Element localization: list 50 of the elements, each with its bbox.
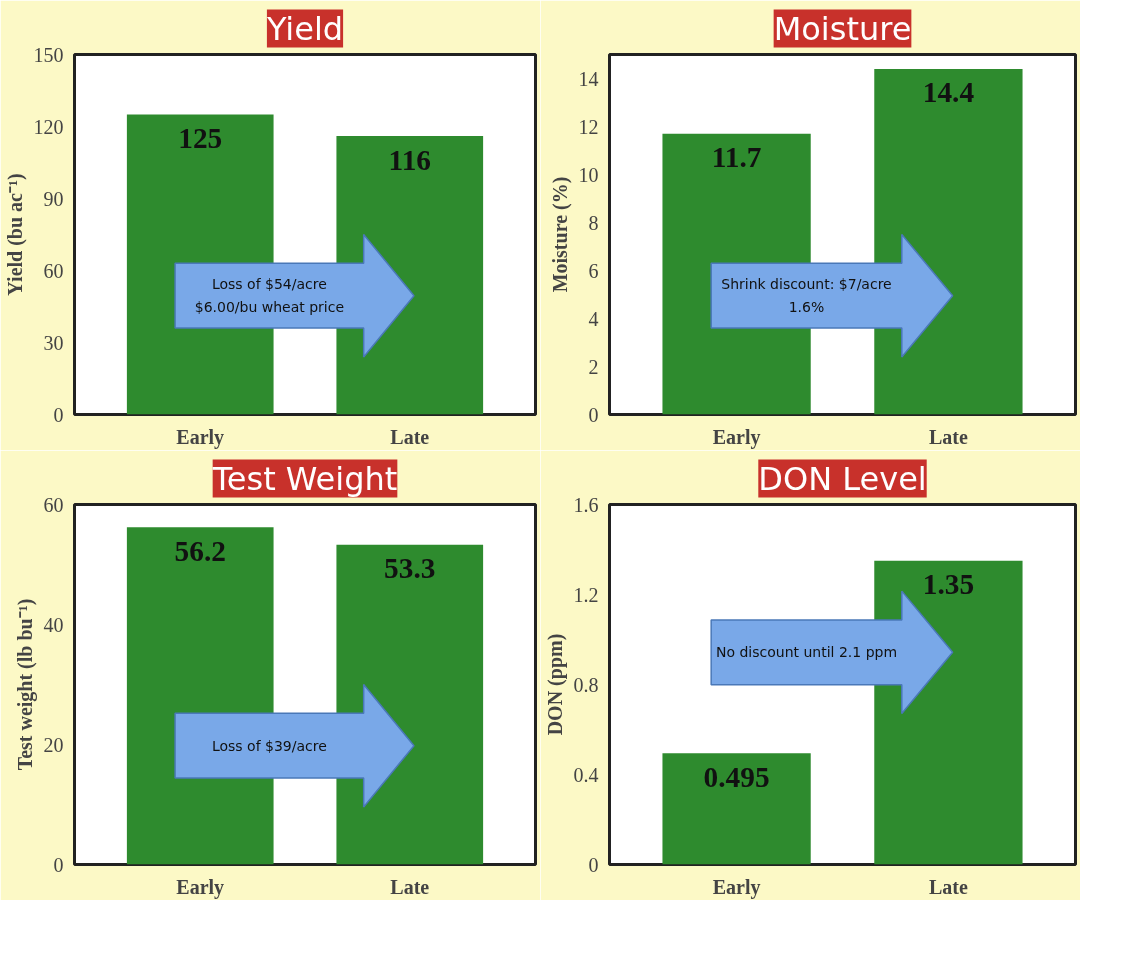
annotation: Loss of $39/acre <box>211 737 327 754</box>
y-tick-label: 0 <box>588 403 599 426</box>
x-tick-label: Late <box>928 875 968 898</box>
y-tick-label: 0 <box>53 853 64 876</box>
x-tick-label: Early <box>712 425 761 449</box>
y-tick-label: 30 <box>43 331 64 354</box>
data-label: 0.495 <box>703 760 770 793</box>
data-label: 125 <box>178 121 223 154</box>
y-tick-label: 90 <box>43 187 64 210</box>
y-tick-label: 0.8 <box>573 673 599 696</box>
annotation: No discount until 2.1 ppm <box>715 644 898 661</box>
y-tick-label: 0 <box>53 403 64 426</box>
x-tick-label: Late <box>390 875 430 898</box>
y-tick-label: 40 <box>43 613 64 636</box>
data-label: 53.3 <box>384 552 436 585</box>
data-label: 1.35 <box>922 568 975 601</box>
y-axis-title: Test weight (lb bu⁻¹) <box>13 598 37 771</box>
data-label: 56.2 <box>174 534 226 567</box>
y-tick-label: 2 <box>588 355 599 378</box>
x-tick-label: Early <box>176 425 225 449</box>
y-tick-label: 60 <box>43 259 64 282</box>
data-label: 14.4 <box>922 76 975 109</box>
y-tick-label: 1.6 <box>573 493 599 516</box>
chart-title: Moisture <box>773 9 912 48</box>
y-axis-title: Moisture (%) <box>548 176 572 293</box>
y-tick-label: 8 <box>588 211 599 234</box>
x-tick-label: Late <box>928 425 968 448</box>
y-tick-label: 1.2 <box>573 583 599 606</box>
y-tick-label: 10 <box>578 163 599 186</box>
y-tick-label: 12 <box>578 115 599 138</box>
chart-title: DON Level <box>758 459 927 498</box>
chart-title: Yield <box>265 9 344 48</box>
y-tick-label: 6 <box>588 259 599 282</box>
y-tick-label: 20 <box>43 733 64 756</box>
annotation: Shrink discount: $7/acre 1.6% <box>721 276 892 316</box>
y-tick-label: 4 <box>588 307 599 330</box>
y-tick-label: 0 <box>588 853 599 876</box>
y-tick-label: 60 <box>43 493 64 516</box>
y-tick-label: 0.4 <box>573 763 599 786</box>
y-axis-title: Yield (bu ac⁻¹) <box>3 173 27 296</box>
y-tick-label: 150 <box>33 43 64 66</box>
y-tick-label: 14 <box>578 67 599 90</box>
x-tick-label: Early <box>712 875 761 899</box>
x-tick-label: Early <box>176 875 225 899</box>
x-tick-label: Late <box>390 425 430 448</box>
data-label: 11.7 <box>711 141 762 174</box>
annotation: Loss of $54/acre $6.00/bu wheat price <box>194 276 345 316</box>
y-tick-label: 120 <box>33 115 64 138</box>
y-axis-title: DON (ppm) <box>543 633 567 736</box>
data-label: 116 <box>388 143 431 176</box>
